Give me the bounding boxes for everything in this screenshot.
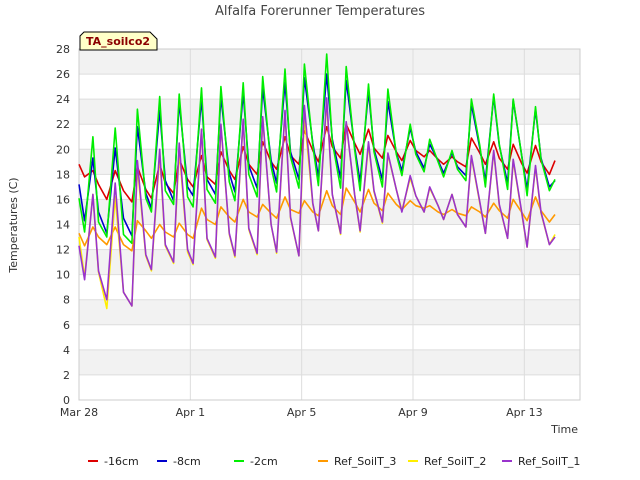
series-line-ref-soilt-3 <box>78 187 556 252</box>
legend-label--2cm: -2cm <box>250 455 278 468</box>
y-tick-label: 0 <box>63 394 70 407</box>
background-band <box>79 299 580 325</box>
y-tick-label: 10 <box>56 269 70 282</box>
y-tick-label: 26 <box>56 68 70 81</box>
x-tick-label: Apr 13 <box>506 406 543 419</box>
y-tick-label: 24 <box>56 93 70 106</box>
x-tick-label: Apr 5 <box>287 406 317 419</box>
x-tick-label: Apr 9 <box>398 406 428 419</box>
background-band <box>79 249 580 275</box>
series-line--2cm <box>78 53 556 245</box>
legend-label-ref-soilt-1: Ref_SoilT_1 <box>518 455 580 468</box>
y-axis-label: Temperatures (C) <box>7 177 20 273</box>
y-tick-label: 4 <box>63 344 70 357</box>
background-band <box>79 349 580 375</box>
legend-label--8cm: -8cm <box>173 455 201 468</box>
x-tick-label: Apr 1 <box>176 406 206 419</box>
site-badge: TA_soilco2 <box>79 31 158 51</box>
x-axis-label: Time <box>550 423 578 436</box>
legend-label--16cm: -16cm <box>104 455 139 468</box>
y-tick-label: 14 <box>56 219 70 232</box>
x-axis-ticks: Mar 28 Apr 1 Apr 5 Apr 9 Apr 13 <box>60 406 543 419</box>
legend-label-ref-soilt-3: Ref_SoilT_3 <box>334 455 396 468</box>
y-tick-label: 8 <box>63 294 70 307</box>
plot-area-frame <box>78 48 581 401</box>
y-tick-label: 20 <box>56 143 70 156</box>
y-tick-label: 22 <box>56 118 70 131</box>
chart-title: Alfalfa Forerunner Temperatures <box>215 4 425 19</box>
y-tick-label: 28 <box>56 43 70 56</box>
series-lines <box>78 53 556 310</box>
background-band <box>79 49 580 75</box>
series-line-ref-soilt-1 <box>78 97 556 307</box>
legend-label-ref-soilt-2: Ref_SoilT_2 <box>424 455 486 468</box>
y-tick-label: 18 <box>56 168 70 181</box>
x-tick-label: Mar 28 <box>60 406 98 419</box>
y-tick-label: 6 <box>63 319 70 332</box>
y-tick-label: 16 <box>56 193 70 206</box>
site-badge-label: TA_soilco2 <box>86 35 150 48</box>
y-tick-label: 12 <box>56 244 70 257</box>
legend: -16cm -8cm -2cm Ref_SoilT_3 Ref_SoilT_2 Ref_S… <box>88 455 580 468</box>
y-tick-label: 2 <box>63 369 70 382</box>
site-badge-shape <box>79 31 158 51</box>
